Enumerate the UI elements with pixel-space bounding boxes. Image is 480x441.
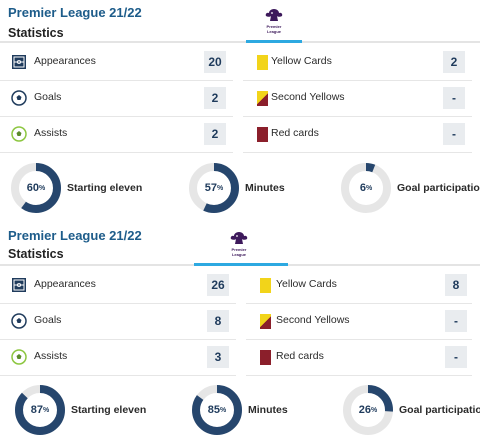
stat-label: Red cards [271,127,319,139]
starting-eleven-ring: 60% [10,162,62,214]
stat-label: Yellow Cards [271,55,332,67]
stat-value: - [445,346,467,368]
stat-value: 26 [207,274,229,296]
second-yellow-icon [256,312,274,330]
ring-value: 26% [358,404,378,416]
red-card-icon [256,348,274,366]
red-card-icon [253,125,271,143]
stats-block-2: Premier League 21/22 Premier League Stat… [0,221,480,441]
ball-icon [10,89,28,107]
ring-label: Minutes [248,404,288,416]
stat-value: - [443,123,465,145]
ring-value: 6% [359,182,373,194]
ball-icon [10,312,28,330]
ring-label: Goal participation [397,182,480,194]
stat-row-assists: Assists 3 [0,340,236,376]
svg-text:Premier: Premier [267,24,282,29]
stat-label: Goals [34,91,62,103]
tab-indicator [246,40,302,43]
ring-label: Minutes [245,182,285,194]
second-yellow-icon [253,89,271,107]
stat-value: 2 [204,87,226,109]
stat-label: Appearances [34,278,96,290]
ring-value: 87% [30,404,50,416]
stat-row-goals: Goals 2 [0,81,233,117]
stat-value: - [445,310,467,332]
competition-title: Premier League 21/22 [8,5,142,20]
premier-league-logo: Premier League [226,230,252,260]
stat-row-yellow-cards: Yellow Cards 2 [243,45,472,81]
stat-value: 2 [443,51,465,73]
stat-row-yellow-cards: Yellow Cards 8 [246,268,472,304]
stat-label: Assists [34,350,68,362]
ring-label: Starting eleven [71,404,147,416]
stat-label: Yellow Cards [276,278,337,290]
premier-league-logo: Premier League [261,7,287,37]
ring-value: 60% [26,182,46,194]
stat-label: Red cards [276,350,324,362]
yellow-card-icon [256,276,274,294]
ring-label: Goal participation [399,404,480,416]
stat-value: 20 [204,51,226,73]
starting-eleven-ring: 87% [14,384,66,436]
svg-text:League: League [267,29,282,34]
competition-title: Premier League 21/22 [8,228,142,243]
stat-label: Second Yellows [276,314,350,326]
stat-row-red-cards: Red cards - [243,117,472,153]
goal-participation-ring: 26% [342,384,394,436]
tab-indicator [194,263,288,266]
stat-label: Appearances [34,55,96,67]
stat-label: Goals [34,314,62,326]
svg-text:Premier: Premier [232,247,247,252]
ring-value: 85% [207,404,227,416]
stat-value: 3 [207,346,229,368]
ring-value: 57% [204,182,224,194]
stat-row-second-yellows: Second Yellows - [246,304,472,340]
stat-label: Second Yellows [271,91,345,103]
stat-value: - [443,87,465,109]
minutes-ring: 57% [188,162,240,214]
pitch-icon [10,53,28,71]
stat-row-appearances: Appearances 20 [0,45,233,81]
stats-block-1: Premier League 21/22 Premier League Stat… [0,0,480,220]
stat-row-second-yellows: Second Yellows - [243,81,472,117]
svg-text:League: League [232,252,247,257]
stat-label: Assists [34,127,68,139]
stat-row-red-cards: Red cards - [246,340,472,376]
stat-value: 8 [445,274,467,296]
statistics-heading: Statistics [8,247,64,261]
assist-icon [10,348,28,366]
stat-row-goals: Goals 8 [0,304,236,340]
stat-value: 8 [207,310,229,332]
ring-label: Starting eleven [67,182,143,194]
minutes-ring: 85% [191,384,243,436]
yellow-card-icon [253,53,271,71]
statistics-heading: Statistics [8,26,64,40]
stat-row-appearances: Appearances 26 [0,268,236,304]
stat-row-assists: Assists 2 [0,117,233,153]
pitch-icon [10,276,28,294]
stat-value: 2 [204,123,226,145]
assist-icon [10,125,28,143]
goal-participation-ring: 6% [340,162,392,214]
divider [0,41,480,43]
